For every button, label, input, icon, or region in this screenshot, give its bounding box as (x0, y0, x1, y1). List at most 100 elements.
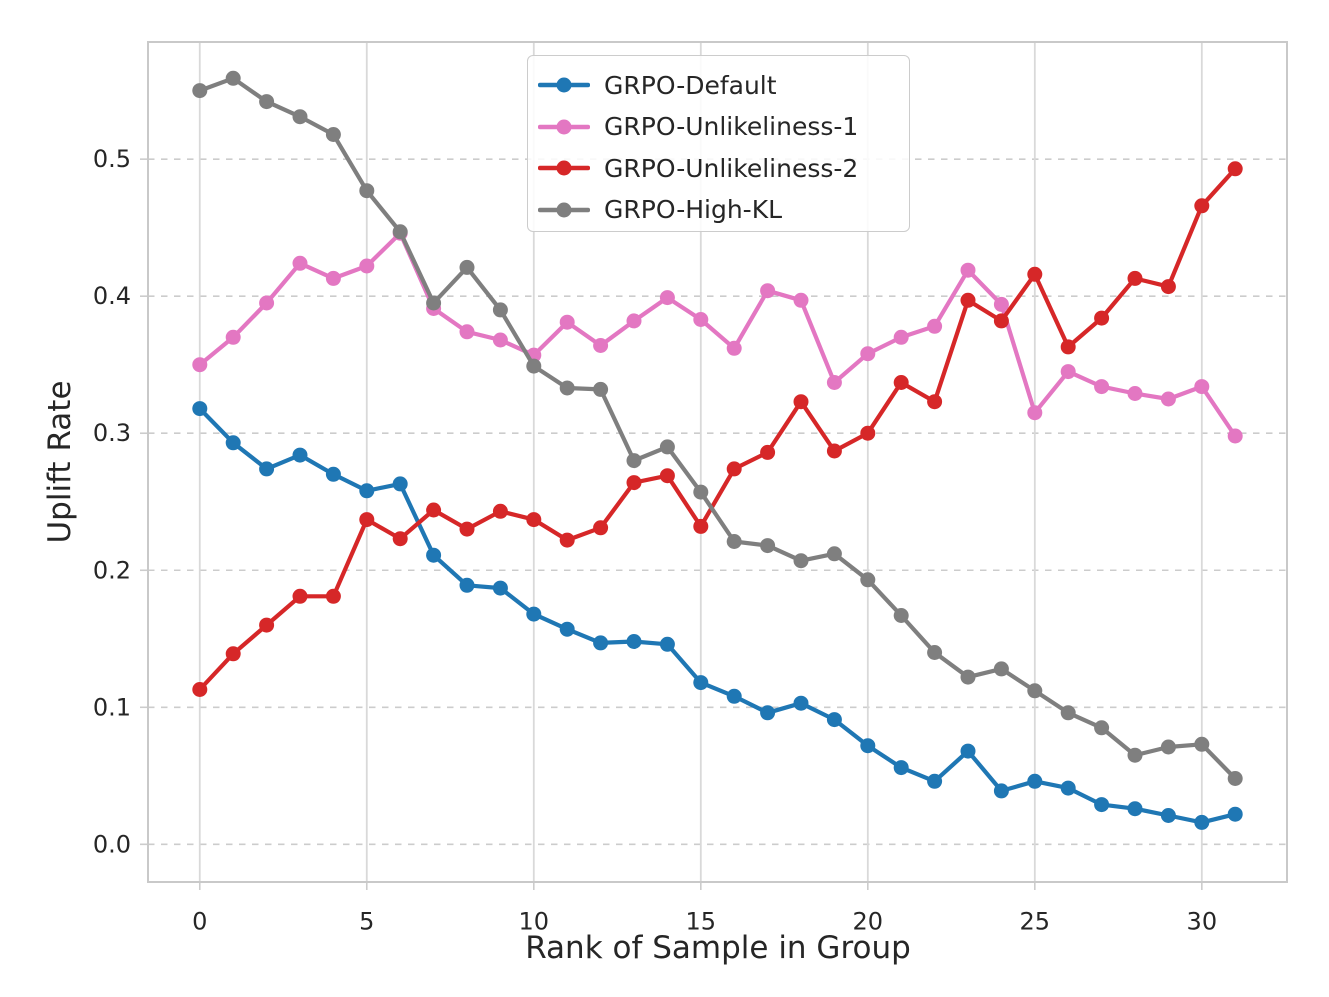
series-marker-GRPO-Default (593, 635, 609, 651)
y-tick-label: 0.1 (93, 693, 131, 721)
legend: GRPO-Default GRPO-Unlikeliness-1 GRPO-Unli… (527, 55, 910, 232)
series-marker-GRPO-Default (1227, 806, 1243, 822)
series-marker-GRPO-Unlikeliness-1 (1227, 428, 1243, 444)
series-marker-GRPO-Default (793, 695, 809, 711)
series-marker-GRPO-Unlikeliness-2 (292, 588, 308, 604)
series-marker-GRPO-High-KL (793, 553, 809, 569)
legend-label: GRPO-High-KL (604, 195, 783, 225)
series-marker-GRPO-Default (960, 743, 976, 759)
series-marker-GRPO-Unlikeliness-1 (993, 296, 1009, 312)
series-marker-GRPO-Unlikeliness-1 (259, 295, 275, 311)
series-marker-GRPO-Default (392, 476, 408, 492)
y-tick-label: 0.2 (93, 556, 131, 584)
series-marker-GRPO-High-KL (893, 608, 909, 623)
series-marker-GRPO-Default (927, 773, 943, 789)
series-marker-GRPO-Unlikeliness-2 (359, 512, 375, 528)
series-marker-GRPO-Default (292, 447, 308, 463)
series-marker-GRPO-High-KL (927, 645, 943, 660)
legend-line-marker-swatch (538, 160, 590, 176)
legend-label: GRPO-Default (604, 70, 777, 100)
series-marker-GRPO-Unlikeliness-1 (826, 375, 842, 390)
series-marker-GRPO-Unlikeliness-1 (693, 312, 709, 327)
y-axis-label: Uplift Rate (42, 380, 78, 544)
series-marker-GRPO-Unlikeliness-1 (559, 314, 575, 330)
series-marker-GRPO-Default (459, 577, 475, 593)
legend-label: GRPO-Unlikeliness-1 (604, 112, 859, 142)
series-marker-GRPO-Unlikeliness-2 (860, 425, 876, 441)
series-marker-GRPO-Unlikeliness-1 (1094, 379, 1110, 395)
y-tick-label: 0.3 (93, 419, 131, 447)
series-marker-GRPO-Unlikeliness-2 (1127, 270, 1143, 286)
series-marker-GRPO-High-KL (1127, 747, 1143, 763)
series-marker-GRPO-Unlikeliness-2 (225, 646, 241, 662)
series-marker-GRPO-Default (1127, 801, 1143, 817)
series-marker-GRPO-Unlikeliness-2 (259, 617, 275, 633)
x-tick-label: 5 (359, 908, 374, 936)
series-marker-GRPO-High-KL (659, 439, 675, 455)
series-marker-GRPO-High-KL (693, 484, 709, 500)
series-marker-GRPO-Unlikeliness-2 (426, 502, 442, 518)
series-marker-GRPO-Default (1160, 808, 1176, 823)
series-marker-GRPO-High-KL (559, 380, 575, 396)
series-marker-GRPO-Default (526, 606, 542, 622)
series-marker-GRPO-Default (659, 636, 675, 652)
legend-item: GRPO-Unlikeliness-1 (538, 107, 909, 147)
series-marker-GRPO-High-KL (626, 453, 642, 469)
series-marker-GRPO-Unlikeliness-2 (1060, 339, 1076, 355)
series-marker-GRPO-High-KL (325, 127, 341, 142)
series-marker-GRPO-Default (1060, 780, 1076, 796)
series-marker-GRPO-Default (760, 705, 776, 721)
series-marker-GRPO-Unlikeliness-1 (225, 329, 241, 345)
series-marker-GRPO-Default (860, 738, 876, 754)
series-marker-GRPO-High-KL (593, 381, 609, 397)
series-marker-GRPO-Unlikeliness-1 (960, 262, 976, 278)
series-marker-GRPO-High-KL (259, 94, 275, 110)
series-marker-GRPO-Unlikeliness-1 (1160, 391, 1176, 407)
series-line-GRPO-Unlikeliness-2 (197, 166, 1238, 692)
series-marker-GRPO-Unlikeliness-2 (559, 532, 575, 548)
legend-line-marker-swatch (538, 202, 590, 218)
series-marker-GRPO-Default (192, 401, 208, 417)
series-marker-GRPO-High-KL (526, 358, 542, 374)
series-marker-GRPO-Unlikeliness-2 (459, 521, 475, 537)
series-marker-GRPO-Unlikeliness-1 (1127, 386, 1143, 401)
series-marker-GRPO-High-KL (192, 83, 208, 99)
series-marker-GRPO-High-KL (860, 572, 876, 588)
series-marker-GRPO-Unlikeliness-2 (993, 313, 1009, 329)
y-tick-label: 0.0 (93, 830, 131, 858)
series-marker-GRPO-Unlikeliness-2 (726, 461, 742, 477)
series-marker-GRPO-Default (259, 461, 275, 477)
series-marker-GRPO-Unlikeliness-1 (860, 346, 876, 362)
x-tick-label: 30 (1187, 908, 1218, 936)
series-marker-GRPO-Default (225, 435, 241, 451)
series-marker-GRPO-Unlikeliness-2 (1160, 279, 1176, 295)
series-marker-GRPO-High-KL (826, 546, 842, 562)
series-marker-GRPO-Unlikeliness-2 (893, 375, 909, 390)
series-line-GRPO-Unlikeliness-1 (197, 231, 1238, 439)
series-marker-GRPO-Unlikeliness-1 (726, 340, 742, 356)
series-marker-GRPO-Unlikeliness-2 (1227, 161, 1243, 177)
series-marker-GRPO-Unlikeliness-2 (793, 394, 809, 410)
series-marker-GRPO-High-KL (426, 295, 442, 311)
series-marker-GRPO-Unlikeliness-1 (192, 357, 208, 373)
legend-label: GRPO-Unlikeliness-2 (604, 153, 859, 183)
series-marker-GRPO-High-KL (960, 669, 976, 685)
series-marker-GRPO-Unlikeliness-2 (593, 520, 609, 536)
series-marker-GRPO-High-KL (459, 259, 475, 275)
series-marker-GRPO-Default (359, 483, 375, 499)
series-marker-GRPO-Unlikeliness-2 (693, 518, 709, 534)
series-marker-GRPO-Default (626, 634, 642, 649)
series-marker-GRPO-High-KL (1027, 683, 1043, 699)
series-marker-GRPO-High-KL (1194, 736, 1210, 752)
legend-line-marker-swatch (538, 119, 590, 135)
series-line-GRPO-Default (197, 406, 1238, 825)
series-marker-GRPO-High-KL (1060, 705, 1076, 721)
series-marker-GRPO-Default (993, 783, 1009, 799)
legend-line-marker-swatch (538, 77, 590, 93)
series-marker-GRPO-Unlikeliness-1 (359, 258, 375, 274)
series-marker-GRPO-Unlikeliness-1 (1060, 364, 1076, 380)
series-marker-GRPO-High-KL (1160, 739, 1176, 755)
series-marker-GRPO-High-KL (392, 224, 408, 240)
